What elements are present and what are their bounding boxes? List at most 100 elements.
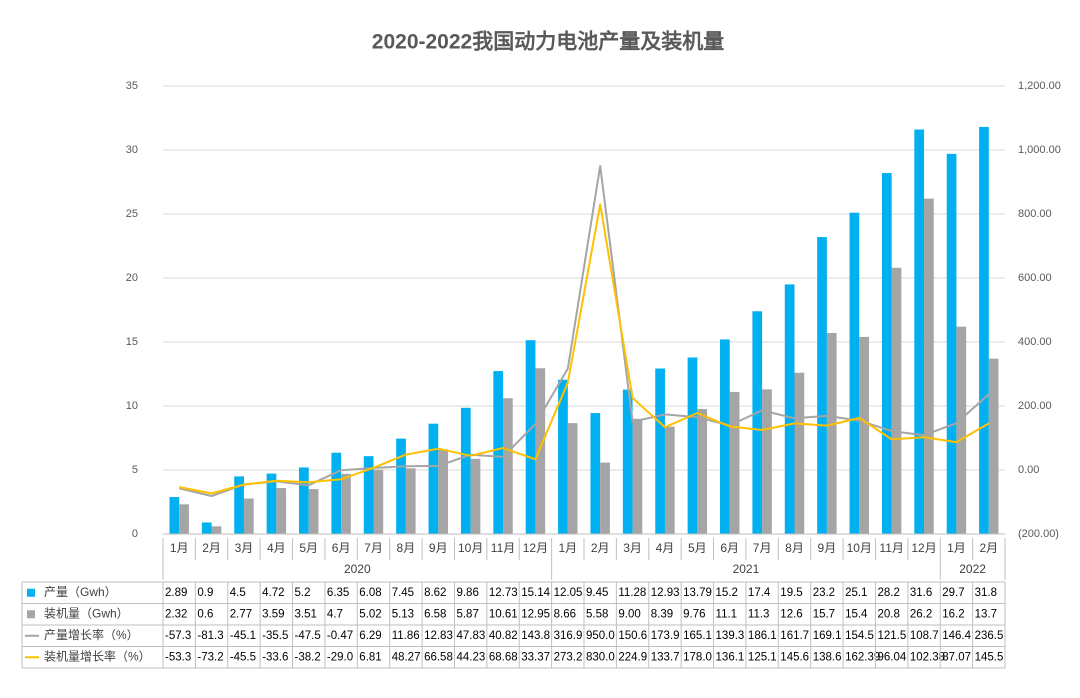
data-label: 15.7 bbox=[813, 608, 835, 620]
data-label: 10.61 bbox=[489, 608, 518, 620]
x-tick-label: 1月 bbox=[558, 541, 577, 555]
data-label: 6.58 bbox=[424, 608, 446, 620]
bar bbox=[979, 126, 989, 535]
bar bbox=[849, 212, 860, 534]
x-tick-label: 2月 bbox=[202, 541, 221, 555]
bar bbox=[493, 371, 504, 534]
bar bbox=[503, 398, 513, 534]
x-tick-label: 9月 bbox=[818, 541, 837, 555]
data-label: 15.4 bbox=[845, 608, 868, 620]
data-label: 96.04 bbox=[877, 651, 906, 663]
data-label: 13.7 bbox=[975, 608, 997, 620]
data-label: 178.0 bbox=[683, 651, 712, 663]
data-label: 33.37 bbox=[521, 651, 550, 663]
data-label: 830.0 bbox=[586, 651, 615, 663]
bar bbox=[373, 469, 384, 534]
bar bbox=[914, 129, 925, 534]
data-label: 102.38 bbox=[910, 651, 945, 663]
y2-tick-label: 1,200.00 bbox=[1018, 80, 1061, 92]
bar bbox=[697, 409, 708, 534]
x-tick-label: 10月 bbox=[458, 541, 483, 555]
data-label: 31.8 bbox=[975, 587, 997, 599]
data-label: 13.79 bbox=[683, 587, 712, 599]
bar bbox=[826, 333, 837, 534]
y2-tick-label: (200.00) bbox=[1018, 528, 1059, 540]
y2-tick-label: 0.00 bbox=[1018, 464, 1039, 476]
x-tick-label: 6月 bbox=[720, 541, 739, 555]
data-label: 68.68 bbox=[489, 651, 518, 663]
data-label: 143.8 bbox=[521, 630, 550, 642]
legend-label: 产量增长率（%） bbox=[44, 627, 139, 642]
x-tick-label: 1月 bbox=[170, 541, 189, 555]
data-label: 4.72 bbox=[262, 587, 284, 599]
data-label: -0.47 bbox=[327, 630, 353, 642]
legend-label: 装机量（Gwh） bbox=[44, 606, 129, 620]
bar bbox=[341, 473, 351, 534]
data-label: 224.9 bbox=[618, 651, 647, 663]
data-label: -57.3 bbox=[165, 630, 191, 642]
bar bbox=[720, 339, 730, 534]
data-label: 7.45 bbox=[392, 587, 414, 599]
data-label: 125.1 bbox=[748, 651, 777, 663]
data-label: 12.95 bbox=[521, 608, 550, 620]
bar bbox=[396, 438, 406, 534]
data-label: 28.2 bbox=[877, 587, 899, 599]
data-label: 26.2 bbox=[910, 608, 932, 620]
data-label: 133.7 bbox=[651, 651, 680, 663]
bar bbox=[859, 336, 869, 534]
y2-tick-label: 600.00 bbox=[1018, 272, 1052, 284]
x-tick-label: 9月 bbox=[429, 541, 448, 555]
data-label: -73.2 bbox=[197, 651, 223, 663]
data-label: 40.82 bbox=[489, 630, 518, 642]
legend-label: 装机量增长率（%） bbox=[44, 648, 151, 663]
bar bbox=[622, 389, 633, 534]
data-label: 5.87 bbox=[456, 608, 478, 620]
bar bbox=[988, 358, 999, 534]
x-tick-label: 3月 bbox=[235, 541, 254, 555]
bar bbox=[299, 467, 309, 534]
data-label: 2.89 bbox=[165, 587, 187, 599]
bar bbox=[308, 489, 319, 534]
bar bbox=[405, 468, 416, 534]
data-label: 316.9 bbox=[554, 630, 583, 642]
data-label: 5.02 bbox=[359, 608, 381, 620]
data-label: 273.2 bbox=[554, 651, 583, 663]
data-label: -29.0 bbox=[327, 651, 353, 663]
data-label: 17.4 bbox=[748, 587, 771, 599]
data-label: 5.58 bbox=[586, 608, 608, 620]
data-label: 139.3 bbox=[716, 630, 745, 642]
x-tick-label: 12月 bbox=[911, 541, 936, 555]
data-label: 950.0 bbox=[586, 630, 615, 642]
bar bbox=[762, 389, 772, 534]
bar bbox=[276, 488, 287, 534]
data-label: 29.7 bbox=[942, 587, 964, 599]
bar bbox=[784, 284, 795, 534]
x-tick-label: 8月 bbox=[785, 541, 804, 555]
bar bbox=[590, 413, 601, 534]
legend-swatch bbox=[27, 610, 35, 619]
bar bbox=[179, 504, 189, 534]
y2-tick-label: 400.00 bbox=[1018, 336, 1052, 348]
bar bbox=[956, 326, 967, 534]
x-tick-label: 6月 bbox=[332, 541, 351, 555]
data-label: 20.8 bbox=[877, 608, 899, 620]
bar bbox=[201, 522, 212, 534]
bar bbox=[211, 526, 222, 534]
x-tick-label: 5月 bbox=[688, 541, 707, 555]
x-tick-label: 7月 bbox=[753, 541, 772, 555]
data-label: 9.76 bbox=[683, 608, 705, 620]
legend-swatch bbox=[27, 588, 35, 597]
data-label: 19.5 bbox=[780, 587, 802, 599]
data-label: 9.00 bbox=[618, 608, 640, 620]
x-tick-label: 11月 bbox=[879, 541, 903, 555]
x-group-label: 2020 bbox=[344, 562, 371, 576]
y2-tick-label: 200.00 bbox=[1018, 400, 1052, 412]
data-label: 11.28 bbox=[618, 587, 646, 599]
data-label: 146.4 bbox=[942, 630, 971, 642]
bar bbox=[331, 452, 342, 534]
line bbox=[179, 203, 990, 495]
data-label: 44.23 bbox=[456, 651, 485, 663]
data-label: 0.6 bbox=[197, 608, 213, 620]
data-label: 165.1 bbox=[683, 630, 712, 642]
data-label: 5.2 bbox=[295, 587, 311, 599]
